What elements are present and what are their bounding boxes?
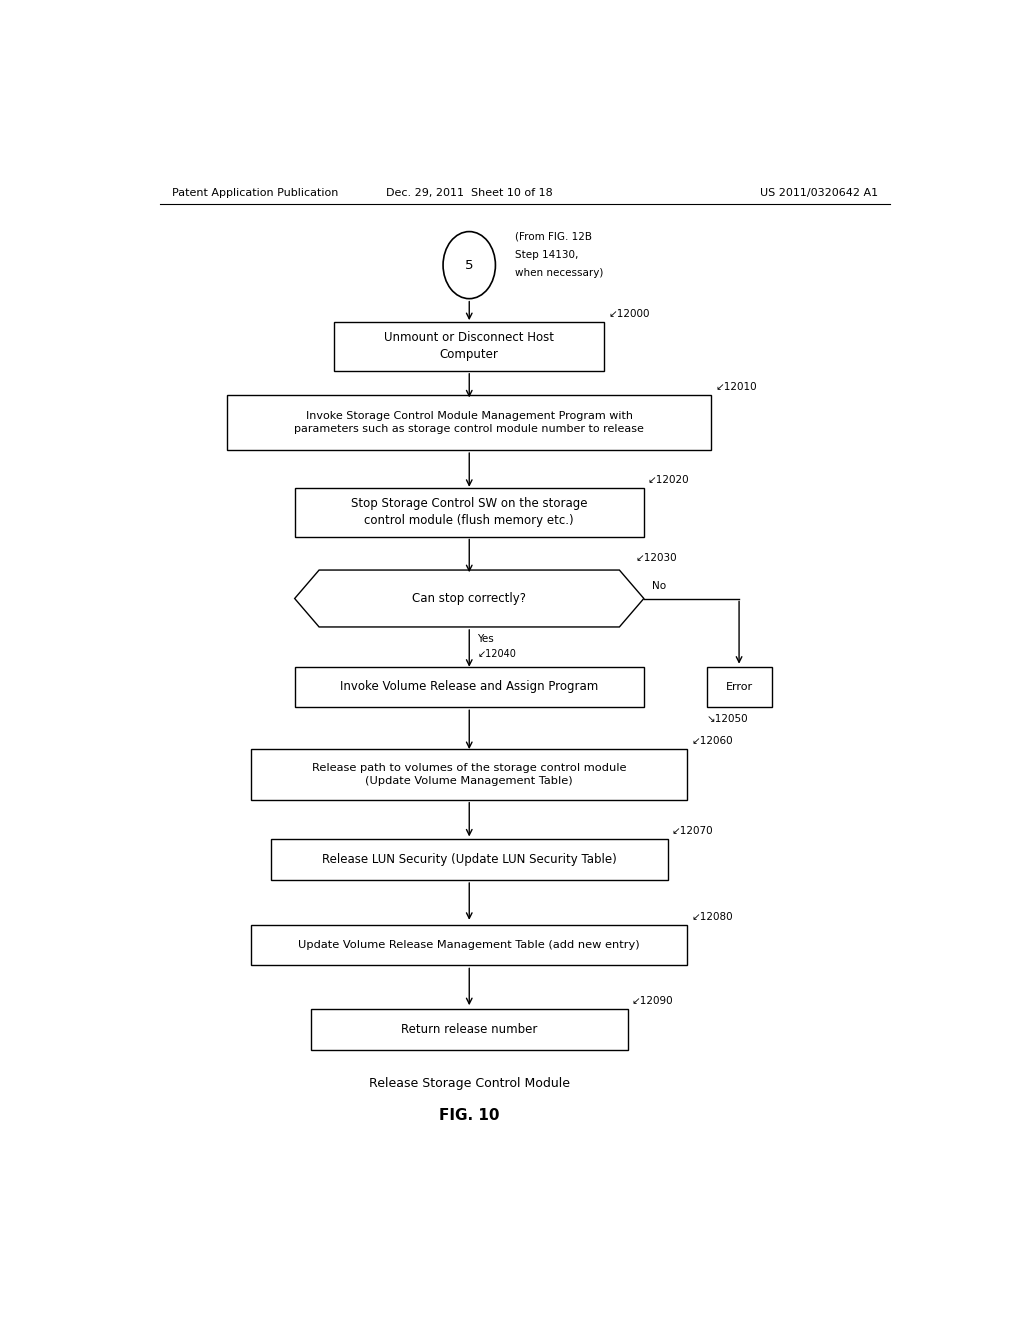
Text: Invoke Volume Release and Assign Program: Invoke Volume Release and Assign Program — [340, 680, 598, 693]
Text: ↙12030: ↙12030 — [636, 553, 678, 562]
Text: 5: 5 — [465, 259, 473, 272]
Bar — [270, 840, 668, 880]
Bar — [251, 748, 687, 800]
Bar — [334, 322, 604, 371]
Text: ↙12010: ↙12010 — [715, 381, 757, 392]
Text: ↙12000: ↙12000 — [608, 309, 649, 319]
Text: Update Volume Release Management Table (add new entry): Update Volume Release Management Table (… — [298, 940, 640, 950]
Text: FIG. 10: FIG. 10 — [439, 1109, 500, 1123]
Text: ↙12040: ↙12040 — [477, 649, 516, 660]
Text: ↙12020: ↙12020 — [648, 475, 689, 484]
Text: Can stop correctly?: Can stop correctly? — [413, 591, 526, 605]
Text: No: No — [652, 581, 666, 591]
Text: when necessary): when necessary) — [515, 268, 604, 279]
Text: Release path to volumes of the storage control module
(Update Volume Management : Release path to volumes of the storage c… — [312, 763, 627, 785]
Text: US 2011/0320642 A1: US 2011/0320642 A1 — [760, 187, 878, 198]
Bar — [295, 667, 644, 708]
Text: Dec. 29, 2011  Sheet 10 of 18: Dec. 29, 2011 Sheet 10 of 18 — [386, 187, 553, 198]
Text: Patent Application Publication: Patent Application Publication — [172, 187, 338, 198]
Text: Stop Storage Control SW on the storage
control module (flush memory etc.): Stop Storage Control SW on the storage c… — [351, 498, 588, 527]
Text: ↙12080: ↙12080 — [691, 912, 733, 921]
Text: Yes: Yes — [477, 634, 494, 644]
Text: ↙12060: ↙12060 — [691, 735, 733, 746]
Text: Step 14130,: Step 14130, — [515, 249, 579, 260]
Bar — [295, 487, 644, 536]
Text: (From FIG. 12B: (From FIG. 12B — [515, 232, 592, 242]
Text: ↙12070: ↙12070 — [672, 826, 714, 837]
Text: Release LUN Security (Update LUN Security Table): Release LUN Security (Update LUN Securit… — [322, 853, 616, 866]
Bar — [227, 395, 712, 450]
Bar — [251, 925, 687, 965]
Text: Unmount or Disconnect Host
Computer: Unmount or Disconnect Host Computer — [384, 331, 554, 362]
Text: ↙12090: ↙12090 — [632, 997, 674, 1006]
Text: Return release number: Return release number — [401, 1023, 538, 1036]
Text: ↘12050: ↘12050 — [707, 714, 749, 725]
Text: Error: Error — [726, 682, 753, 692]
Polygon shape — [295, 570, 644, 627]
Text: Release Storage Control Module: Release Storage Control Module — [369, 1077, 569, 1090]
Bar — [707, 667, 772, 708]
Text: Invoke Storage Control Module Management Program with
parameters such as storage: Invoke Storage Control Module Management… — [294, 411, 644, 434]
Bar — [310, 1008, 628, 1049]
